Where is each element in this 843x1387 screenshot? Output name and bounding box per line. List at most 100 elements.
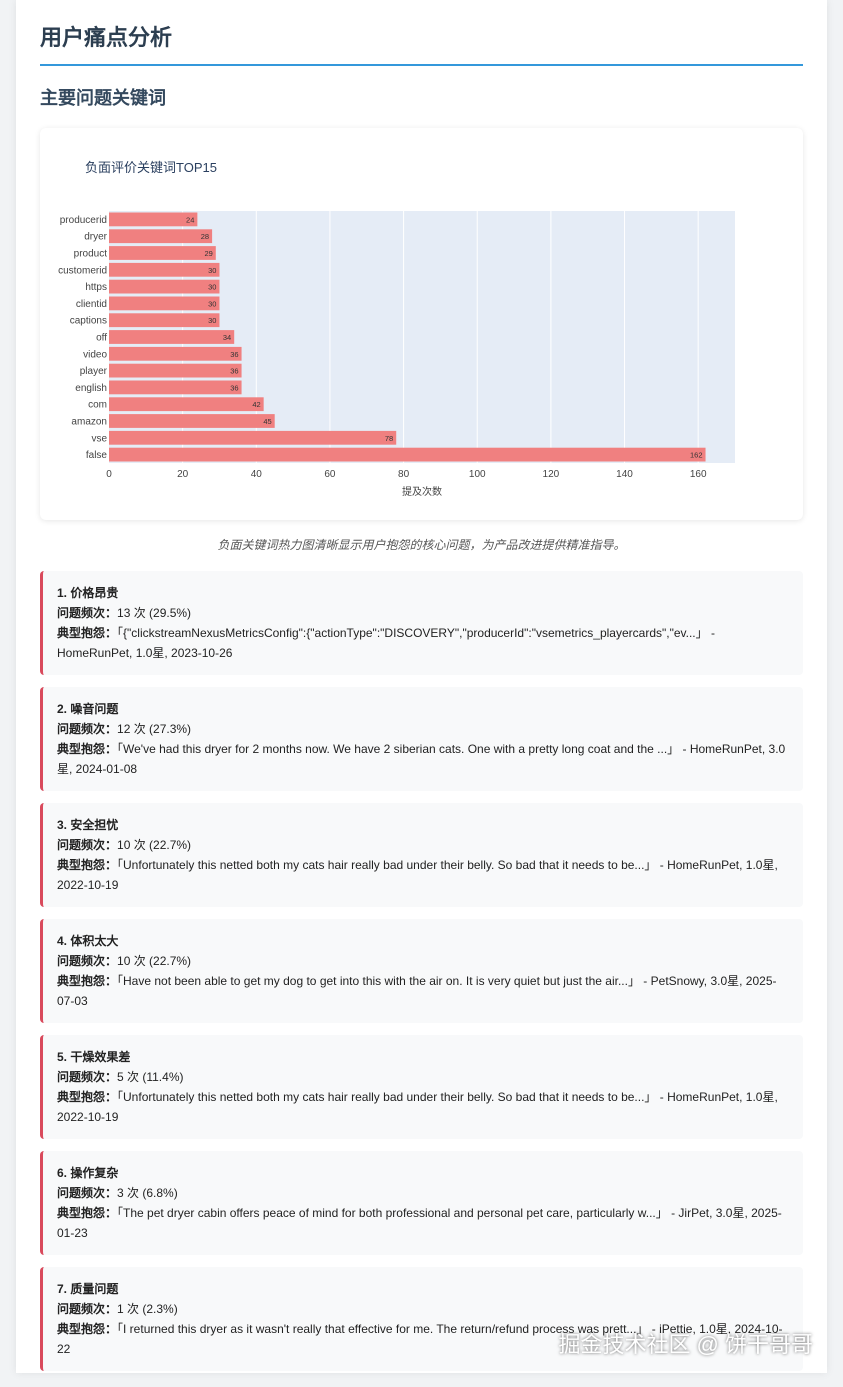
issue-frequency: 10 次 (22.7%) — [117, 838, 192, 852]
keyword-bar-chart: 负面评价关键词TOP15 0 20 40 60 80 100 120 140 160 produce… — [58, 160, 735, 498]
bar-value-label: 34 — [223, 333, 231, 342]
issue-frequency: 3 次 (6.8%) — [117, 1186, 178, 1200]
x-axis-title: 提及次数 — [402, 485, 442, 498]
issue-quote: 「Have not been able to get my dog to get… — [57, 974, 777, 1008]
issue-frequency: 12 次 (27.3%) — [117, 722, 192, 736]
bar-dryer — [109, 229, 213, 244]
freq-label: 问题频次： — [57, 606, 118, 620]
bar-producerid — [109, 212, 198, 227]
bar-value-label: 24 — [186, 215, 194, 224]
issue-quote: 「Unfortunately this netted both my cats … — [57, 858, 778, 892]
issue-item: 3. 安全担忧 问题频次：10 次 (22.7%) 典型抱怨：「Unfortun… — [40, 803, 803, 907]
issue-title: 4. 体积太大 — [57, 934, 119, 948]
bar-clientid — [109, 296, 220, 311]
x-tick-label: 80 — [398, 469, 410, 480]
bar-value-label: 36 — [230, 367, 238, 376]
bar-value-label: 29 — [204, 249, 212, 258]
y-tick-label: clientid — [76, 299, 107, 310]
x-tick-label: 20 — [177, 469, 189, 480]
bar-amazon — [109, 414, 275, 428]
bar-value-label: 78 — [385, 434, 393, 443]
issue-quote: 「I returned this dryer as it wasn't real… — [57, 1322, 783, 1356]
bar-value-label: 28 — [201, 232, 209, 241]
page: 用户痛点分析 主要问题关键词 负面评价关键词TOP15 0 20 40 60 80 100 1… — [16, 0, 827, 1373]
issue-quote: 「We've had this dryer for 2 months now. … — [57, 742, 786, 776]
issue-title: 1. 价格昂贵 — [57, 586, 119, 600]
bar-value-label: 36 — [230, 350, 238, 359]
bar-captions — [109, 313, 220, 328]
issue-frequency: 5 次 (11.4%) — [117, 1070, 184, 1084]
quote-label: 典型抱怨： — [57, 742, 118, 756]
issue-quote: 「Unfortunately this netted both my cats … — [57, 1090, 778, 1124]
y-tick-label: video — [83, 349, 107, 360]
y-tick-label: com — [88, 400, 107, 411]
issue-title: 5. 干燥效果差 — [57, 1050, 131, 1064]
quote-label: 典型抱怨： — [57, 1322, 118, 1336]
issue-quote: 「The pet dryer cabin offers peace of min… — [57, 1206, 782, 1240]
bar-false — [109, 447, 706, 462]
y-tick-label: vse — [91, 433, 107, 444]
bar-com — [109, 397, 264, 412]
x-tick-label: 120 — [543, 469, 560, 480]
quote-label: 典型抱怨： — [57, 858, 118, 872]
chart-title: 负面评价关键词TOP15 — [85, 160, 217, 175]
y-tick-label: captions — [70, 316, 107, 327]
bar-product — [109, 246, 216, 260]
y-tick-label: product — [74, 249, 108, 260]
chart-caption: 负面关键词热力图清晰显示用户抱怨的核心问题，为产品改进提供精准指导。 — [217, 538, 626, 552]
x-tick-label: 140 — [616, 469, 633, 480]
y-tick-label: english — [75, 383, 107, 394]
bar-value-label: 30 — [208, 316, 216, 325]
bar-vse — [109, 430, 397, 445]
x-tick-label: 100 — [469, 469, 486, 480]
issue-item: 6. 操作复杂 问题频次：3 次 (6.8%) 典型抱怨：「The pet dr… — [40, 1151, 803, 1255]
bar-player — [109, 363, 242, 378]
quote-label: 典型抱怨： — [57, 1206, 118, 1220]
watermark: 掘金技术社区 @ 饼干哥哥 — [558, 1332, 813, 1357]
freq-label: 问题频次： — [57, 1186, 118, 1200]
issue-item: 4. 体积太大 问题频次：10 次 (22.7%) 典型抱怨：「Have not… — [40, 919, 803, 1023]
issue-title: 6. 操作复杂 — [57, 1166, 119, 1180]
bar-value-label: 30 — [208, 299, 216, 308]
y-tick-label: producerid — [60, 215, 107, 226]
section-title: 主要问题关键词 — [40, 88, 166, 108]
chart-card: 负面评价关键词TOP15 0 20 40 60 80 100 120 140 160 produce… — [40, 128, 803, 520]
x-tick-label: 40 — [251, 469, 263, 480]
freq-label: 问题频次： — [57, 1070, 118, 1084]
issue-quote: 「{"clickstreamNexusMetricsConfig":{"acti… — [57, 626, 715, 660]
freq-label: 问题频次： — [57, 954, 118, 968]
bar-value-label: 42 — [252, 400, 260, 409]
freq-label: 问题频次： — [57, 838, 118, 852]
bar-value-label: 162 — [690, 451, 703, 460]
bar-off — [109, 330, 235, 344]
issue-title: 2. 噪音问题 — [57, 702, 119, 716]
quote-label: 典型抱怨： — [57, 1090, 118, 1104]
issue-frequency: 10 次 (22.7%) — [117, 954, 192, 968]
y-tick-label: customerid — [58, 265, 107, 276]
freq-label: 问题频次： — [57, 1302, 118, 1316]
bar-customerid — [109, 262, 220, 277]
y-tick-label: off — [96, 333, 107, 344]
issue-item: 2. 噪音问题 问题频次：12 次 (27.3%) 典型抱怨：「We've ha… — [40, 687, 803, 791]
bar-english — [109, 380, 242, 395]
bar-value-label: 30 — [208, 266, 216, 275]
bar-value-label: 45 — [263, 417, 271, 426]
page-title: 用户痛点分析 — [40, 0, 803, 66]
bar-value-label: 30 — [208, 283, 216, 292]
quote-label: 典型抱怨： — [57, 626, 118, 640]
quote-label: 典型抱怨： — [57, 974, 118, 988]
issue-list: 1. 价格昂贵 问题频次：13 次 (29.5%) 典型抱怨：「{"clicks… — [40, 571, 803, 1371]
bar-value-label: 36 — [230, 383, 238, 392]
x-tick-label: 60 — [324, 469, 336, 480]
issue-title: 3. 安全担忧 — [57, 818, 119, 832]
freq-label: 问题频次： — [57, 722, 118, 736]
issue-item: 5. 干燥效果差 问题频次：5 次 (11.4%) 典型抱怨：「Unfortun… — [40, 1035, 803, 1139]
y-tick-label: dryer — [84, 232, 107, 243]
y-tick-label: player — [80, 366, 108, 377]
issue-item: 7. 质量问题 问题频次：1 次 (2.3%) 典型抱怨：「I returned… — [40, 1267, 803, 1371]
issue-item: 1. 价格昂贵 问题频次：13 次 (29.5%) 典型抱怨：「{"clicks… — [40, 571, 803, 675]
bar-video — [109, 346, 242, 361]
issue-frequency: 1 次 (2.3%) — [117, 1302, 178, 1316]
issue-title: 7. 质量问题 — [57, 1282, 119, 1296]
y-tick-label: false — [86, 450, 108, 461]
